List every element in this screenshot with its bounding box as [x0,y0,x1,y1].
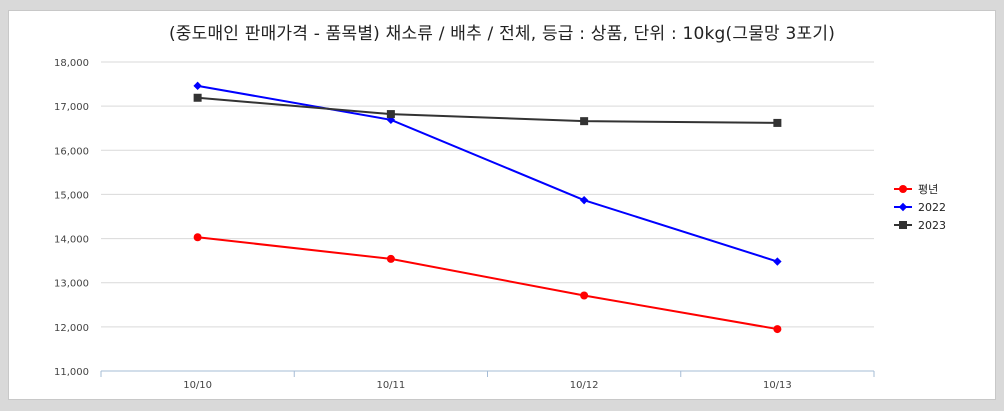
y-tick-label: 13,000 [54,279,89,290]
series-line-0 [197,236,778,331]
data-point [773,325,782,334]
legend-label: 2022 [918,201,946,214]
x-tick-label: 10/10 [183,380,212,391]
data-point [580,291,589,300]
legend-marker [899,185,907,193]
x-tick-label: 10/12 [570,380,599,391]
y-tick-label: 16,000 [54,146,89,157]
data-point [579,195,589,205]
legend-label: 2023 [918,219,946,232]
data-point [386,254,395,263]
legend-marker [898,202,908,212]
data-point [386,110,395,119]
x-tick-label: 10/13 [763,380,792,391]
y-tick-label: 11,000 [54,367,89,378]
chart-title: (중도매인 판매가격 - 품목별) 채소류 / 배추 / 전체, 등급 : 상품… [168,24,836,44]
data-point [773,118,782,127]
data-point [773,257,782,266]
legend-label: 평년 [918,183,938,196]
y-tick-label: 14,000 [54,235,89,246]
y-tick-label: 12,000 [54,323,89,334]
line-chart: 11,000 12,000 13,000 14,000 15,000 16,000 17,0… [54,58,946,391]
legend-marker [899,221,907,229]
data-point [193,93,202,102]
y-tick-label: 17,000 [54,102,89,113]
data-point [193,233,202,242]
series-line-2 [197,96,778,124]
series-line-1 [197,84,778,263]
x-tick-label: 10/11 [376,380,405,391]
data-point [580,117,589,126]
data-point [193,81,202,91]
chart-frame: (중도매인 판매가격 - 품목별) 채소류 / 배추 / 전체, 등급 : 상품… [8,10,996,400]
y-tick-label: 18,000 [54,58,89,69]
y-tick-label: 15,000 [54,190,89,201]
